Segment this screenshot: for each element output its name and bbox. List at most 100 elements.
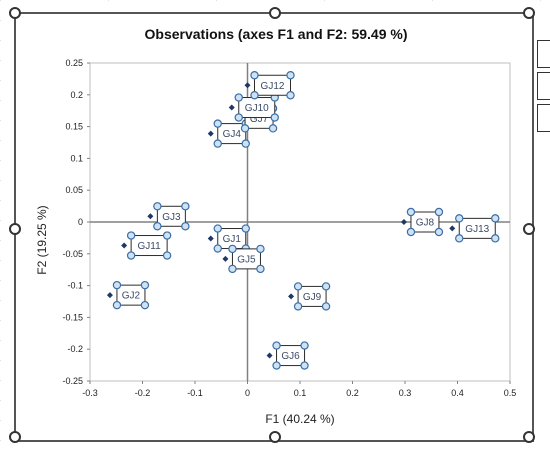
data-point-marker[interactable]: [228, 104, 235, 111]
label-selection-handle[interactable]: [293, 282, 303, 291]
label-selection-handle[interactable]: [321, 302, 331, 311]
resize-handle-top-right[interactable]: [523, 7, 535, 19]
chart-object[interactable]: Observations (axes F1 and F2: 59.49 %) -…: [9, 7, 535, 443]
resize-handle-top[interactable]: [269, 7, 281, 19]
data-label-box[interactable]: [297, 285, 327, 307]
label-selection-handle[interactable]: [240, 124, 250, 133]
label-selection-handle[interactable]: [256, 244, 265, 254]
data-point-marker[interactable]: [400, 219, 407, 225]
label-selection-handle[interactable]: [126, 251, 136, 260]
data-label: GJ11: [138, 241, 162, 252]
x-tick-label: 0.5: [504, 388, 517, 398]
label-selection-handle[interactable]: [455, 214, 464, 223]
label-selection-handle[interactable]: [241, 224, 250, 233]
y-tick-label: 0.25: [65, 58, 83, 68]
label-selection-handle[interactable]: [300, 361, 309, 370]
data-label: GJ6: [281, 351, 300, 362]
label-selection-handle[interactable]: [268, 124, 278, 133]
label-selection-handle[interactable]: [406, 207, 416, 217]
x-tick-label: 0.3: [399, 388, 412, 398]
resize-handle-bottom-left[interactable]: [9, 431, 21, 443]
data-label: GJ2: [122, 291, 141, 302]
label-selection-handle[interactable]: [234, 113, 243, 122]
label-selection-handle[interactable]: [126, 231, 136, 240]
label-selection-handle[interactable]: [491, 214, 500, 223]
data-label: GJ3: [162, 212, 181, 223]
label-selection-handle[interactable]: [286, 71, 295, 80]
x-tick-label: 0.4: [451, 388, 464, 398]
resize-handle-right[interactable]: [523, 223, 535, 235]
data-point-marker[interactable]: [288, 293, 295, 300]
data-label-box[interactable]: [276, 345, 306, 367]
x-tick-label: -0.2: [135, 388, 151, 398]
label-selection-handle[interactable]: [286, 91, 295, 100]
label-selection-handle[interactable]: [112, 280, 122, 290]
label-selection-handle[interactable]: [140, 300, 150, 310]
data-point-marker[interactable]: [121, 242, 128, 249]
label-selection-handle[interactable]: [256, 264, 265, 274]
data-point-marker[interactable]: [266, 352, 273, 359]
y-tick-label: 0.1: [70, 153, 83, 163]
data-label: GJ1: [223, 234, 242, 245]
label-selection-handle[interactable]: [162, 231, 172, 240]
label-selection-handle[interactable]: [213, 139, 222, 148]
data-point-marker[interactable]: [207, 130, 214, 137]
resize-handle-top-left[interactable]: [9, 7, 21, 19]
data-label-box[interactable]: [116, 284, 146, 306]
label-selection-handle[interactable]: [406, 227, 416, 237]
label-selection-handle[interactable]: [228, 264, 237, 274]
label-selection-handle[interactable]: [272, 341, 281, 350]
data-point-marker[interactable]: [222, 255, 229, 262]
y-tick-label: -0.05: [62, 249, 83, 259]
label-selection-handle[interactable]: [270, 113, 279, 122]
data-point-marker[interactable]: [244, 82, 251, 89]
label-selection-handle[interactable]: [213, 244, 222, 253]
label-selection-handle[interactable]: [140, 280, 150, 290]
data-point-marker[interactable]: [449, 225, 456, 232]
label-selection-handle[interactable]: [293, 302, 303, 311]
label-selection-handle[interactable]: [112, 300, 122, 310]
label-selection-handle[interactable]: [272, 361, 281, 370]
label-selection-handle[interactable]: [491, 234, 500, 243]
label-selection-handle[interactable]: [162, 251, 172, 260]
resize-handle-bottom[interactable]: [269, 431, 281, 443]
data-label-box[interactable]: [217, 123, 247, 145]
resize-handle-left[interactable]: [9, 223, 21, 235]
data-point-marker[interactable]: [106, 292, 113, 299]
label-selection-handle[interactable]: [241, 139, 250, 148]
label-selection-handle[interactable]: [153, 202, 162, 211]
label-selection-handle[interactable]: [434, 207, 444, 217]
data-point-marker[interactable]: [147, 213, 154, 220]
x-tick-label: 0.1: [294, 388, 307, 398]
label-selection-handle[interactable]: [300, 341, 309, 350]
y-tick-label: 0: [78, 217, 83, 227]
label-selection-handle[interactable]: [455, 234, 464, 243]
x-tick-label: -0.1: [187, 388, 203, 398]
label-selection-handle[interactable]: [213, 224, 222, 233]
label-selection-handle[interactable]: [434, 227, 444, 237]
data-label-box[interactable]: [410, 211, 440, 233]
label-selection-handle[interactable]: [153, 222, 162, 231]
label-selection-handle[interactable]: [181, 222, 190, 231]
data-label-box[interactable]: [458, 217, 496, 239]
x-tick-label: 0.2: [346, 388, 359, 398]
data-point-marker[interactable]: [207, 235, 214, 242]
label-selection-handle[interactable]: [250, 71, 259, 80]
label-selection-handle[interactable]: [234, 93, 243, 102]
label-selection-handle[interactable]: [321, 282, 331, 291]
data-label-box[interactable]: [130, 235, 168, 257]
sheet-edge-cell: [537, 40, 550, 68]
y-tick-label: 0.2: [70, 90, 83, 100]
label-selection-handle[interactable]: [181, 202, 190, 211]
label-selection-handle[interactable]: [213, 119, 222, 128]
data-label-box[interactable]: [156, 205, 186, 227]
data-label-box[interactable]: [254, 74, 291, 96]
label-selection-handle[interactable]: [250, 91, 259, 100]
sheet-edge-cell: [537, 104, 550, 132]
data-label: GJ7: [250, 114, 269, 125]
resize-handle-bottom-right[interactable]: [523, 431, 535, 443]
label-selection-handle[interactable]: [228, 244, 237, 254]
data-label-box[interactable]: [231, 248, 261, 270]
y-tick-label: 0.15: [65, 122, 83, 132]
